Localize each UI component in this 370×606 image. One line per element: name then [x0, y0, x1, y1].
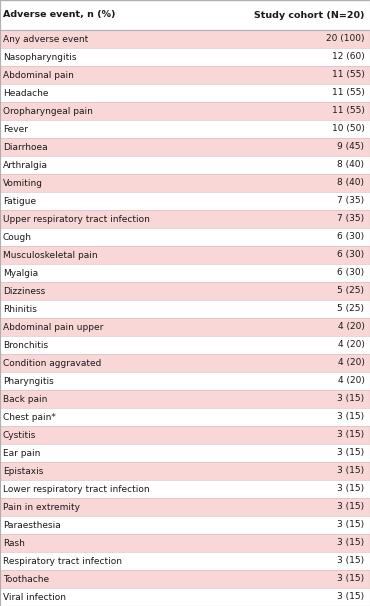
Bar — [0, 498, 370, 516]
Text: 3 (15): 3 (15) — [337, 467, 364, 476]
Bar — [0, 516, 370, 534]
Bar — [0, 354, 370, 372]
Text: Bronchitis: Bronchitis — [3, 341, 48, 350]
Text: 5 (25): 5 (25) — [337, 287, 364, 296]
Text: Rash: Rash — [3, 539, 25, 547]
Bar — [0, 0, 370, 30]
Text: 4 (20): 4 (20) — [337, 376, 364, 385]
Bar — [0, 480, 370, 498]
Text: 3 (15): 3 (15) — [337, 521, 364, 530]
Text: Upper respiratory tract infection: Upper respiratory tract infection — [3, 215, 150, 224]
Bar — [0, 264, 370, 282]
Text: 7 (35): 7 (35) — [337, 196, 364, 205]
Bar — [0, 426, 370, 444]
Text: 3 (15): 3 (15) — [337, 395, 364, 404]
Text: Lower respiratory tract infection: Lower respiratory tract infection — [3, 485, 149, 493]
Text: 5 (25): 5 (25) — [337, 304, 364, 313]
Bar — [0, 570, 370, 588]
Text: 3 (15): 3 (15) — [337, 574, 364, 584]
Text: 3 (15): 3 (15) — [337, 430, 364, 439]
Text: 6 (30): 6 (30) — [337, 268, 364, 278]
Text: 3 (15): 3 (15) — [337, 413, 364, 422]
Text: Chest pain*: Chest pain* — [3, 413, 56, 422]
Bar — [0, 156, 370, 174]
Text: Nasopharyngitis: Nasopharyngitis — [3, 53, 77, 61]
Text: Pain in extremity: Pain in extremity — [3, 502, 80, 511]
Bar — [0, 336, 370, 354]
Text: Abdominal pain: Abdominal pain — [3, 70, 74, 79]
Text: Study cohort (N=20): Study cohort (N=20) — [254, 10, 364, 19]
Bar — [0, 48, 370, 66]
Text: 11 (55): 11 (55) — [332, 88, 364, 98]
Text: Epistaxis: Epistaxis — [3, 467, 43, 476]
Text: 11 (55): 11 (55) — [332, 70, 364, 79]
Text: Fatigue: Fatigue — [3, 196, 36, 205]
Text: Adverse event, n (%): Adverse event, n (%) — [3, 10, 115, 19]
Text: 4 (20): 4 (20) — [337, 341, 364, 350]
Text: Diarrhoea: Diarrhoea — [3, 142, 48, 152]
Bar — [0, 390, 370, 408]
Text: Rhinitis: Rhinitis — [3, 304, 37, 313]
Text: 4 (20): 4 (20) — [337, 322, 364, 331]
Bar — [0, 228, 370, 246]
Bar — [0, 66, 370, 84]
Text: 9 (45): 9 (45) — [337, 142, 364, 152]
Text: Cystitis: Cystitis — [3, 430, 36, 439]
Text: 3 (15): 3 (15) — [337, 539, 364, 547]
Text: Condition aggravated: Condition aggravated — [3, 359, 101, 367]
Text: Respiratory tract infection: Respiratory tract infection — [3, 556, 122, 565]
Bar — [0, 588, 370, 606]
Text: 8 (40): 8 (40) — [337, 161, 364, 170]
Text: 6 (30): 6 (30) — [337, 250, 364, 259]
Text: Any adverse event: Any adverse event — [3, 35, 88, 44]
Text: 7 (35): 7 (35) — [337, 215, 364, 224]
Text: 8 (40): 8 (40) — [337, 179, 364, 187]
Bar — [0, 408, 370, 426]
Bar — [0, 120, 370, 138]
Bar — [0, 84, 370, 102]
Text: 6 (30): 6 (30) — [337, 233, 364, 242]
Text: Cough: Cough — [3, 233, 32, 242]
Text: Pharyngitis: Pharyngitis — [3, 376, 54, 385]
Text: 3 (15): 3 (15) — [337, 593, 364, 602]
Text: 3 (15): 3 (15) — [337, 485, 364, 493]
Text: Ear pain: Ear pain — [3, 448, 40, 458]
Text: Oropharyngeal pain: Oropharyngeal pain — [3, 107, 93, 116]
Text: 3 (15): 3 (15) — [337, 556, 364, 565]
Bar — [0, 462, 370, 480]
Text: 20 (100): 20 (100) — [326, 35, 364, 44]
Bar — [0, 138, 370, 156]
Bar — [0, 174, 370, 192]
Bar — [0, 102, 370, 120]
Text: Musculoskeletal pain: Musculoskeletal pain — [3, 250, 98, 259]
Text: 3 (15): 3 (15) — [337, 448, 364, 458]
Bar — [0, 210, 370, 228]
Bar — [0, 282, 370, 300]
Text: 4 (20): 4 (20) — [337, 359, 364, 367]
Text: Paraesthesia: Paraesthesia — [3, 521, 61, 530]
Text: Headache: Headache — [3, 88, 48, 98]
Bar — [0, 372, 370, 390]
Bar — [0, 318, 370, 336]
Bar — [0, 30, 370, 48]
Text: Toothache: Toothache — [3, 574, 49, 584]
Text: Myalgia: Myalgia — [3, 268, 38, 278]
Bar — [0, 192, 370, 210]
Text: Arthralgia: Arthralgia — [3, 161, 48, 170]
Text: 12 (60): 12 (60) — [332, 53, 364, 61]
Bar — [0, 300, 370, 318]
Text: Back pain: Back pain — [3, 395, 47, 404]
Text: Dizziness: Dizziness — [3, 287, 45, 296]
Bar — [0, 246, 370, 264]
Text: Fever: Fever — [3, 124, 28, 133]
Text: Vomiting: Vomiting — [3, 179, 43, 187]
Bar — [0, 534, 370, 552]
Text: 11 (55): 11 (55) — [332, 107, 364, 116]
Text: 3 (15): 3 (15) — [337, 502, 364, 511]
Text: Viral infection: Viral infection — [3, 593, 66, 602]
Text: 10 (50): 10 (50) — [332, 124, 364, 133]
Text: Abdominal pain upper: Abdominal pain upper — [3, 322, 103, 331]
Bar — [0, 444, 370, 462]
Bar — [0, 552, 370, 570]
